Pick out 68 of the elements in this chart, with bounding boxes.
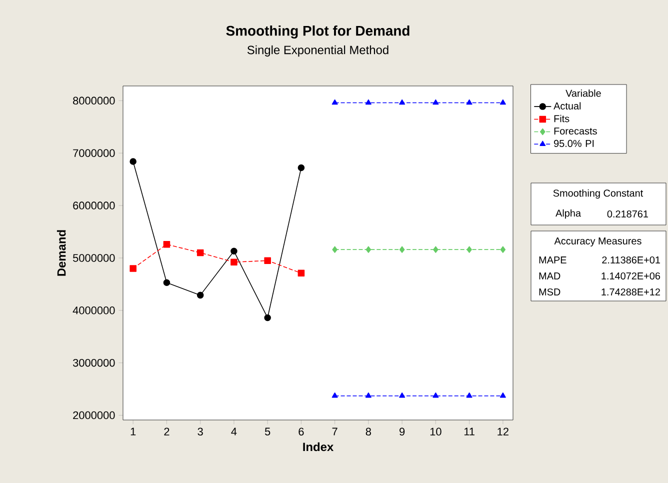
point [264, 314, 271, 322]
x-axis-title: Index [303, 442, 334, 452]
chart-title: Smoothing Plot for Demand [226, 25, 410, 39]
point [332, 99, 338, 105]
text: MAPE [539, 256, 566, 264]
x-tick-label: 12 [498, 428, 508, 436]
x-tick-label: 9 [400, 428, 405, 436]
x-tick-label: 4 [231, 428, 237, 436]
point [163, 279, 170, 286]
text: 1.14072E+06 [602, 272, 660, 280]
legend-label: Fits [554, 114, 570, 122]
point [432, 99, 439, 105]
text: Alpha [556, 209, 582, 219]
point [466, 99, 472, 105]
x-tick-label: 1 [130, 428, 136, 436]
point [298, 270, 305, 277]
text: MSD [539, 288, 560, 296]
legend-label: Forecasts [554, 128, 597, 135]
point [399, 392, 406, 398]
x-tick-label: 7 [332, 428, 338, 436]
point [399, 246, 405, 253]
point [366, 246, 372, 253]
point [332, 246, 338, 253]
x-tick-label: 6 [298, 428, 304, 436]
point [500, 99, 506, 105]
y-axis-title: Demand [56, 230, 66, 276]
point [365, 392, 372, 398]
point [399, 99, 406, 105]
text: Accuracy Measures [554, 238, 642, 246]
y-tick-label: 8000000 [73, 96, 115, 105]
text: 1.74288E+12 [602, 288, 660, 296]
point [196, 249, 204, 256]
point [332, 392, 338, 398]
point [432, 392, 439, 398]
point [500, 392, 506, 398]
point [130, 158, 136, 165]
y-tick-label: 6000000 [73, 202, 115, 210]
point [230, 258, 238, 266]
point [130, 265, 136, 272]
point [365, 99, 372, 105]
y-tick-label: 3000000 [72, 358, 115, 367]
x-tick-label: 3 [198, 428, 203, 436]
text: 0.218761 [607, 210, 648, 218]
point [230, 248, 238, 255]
x-tick-label: 10 [430, 428, 442, 436]
x-tick-label: 2 [164, 428, 170, 436]
x-tick-label: 8 [366, 428, 371, 436]
y-tick-label: 2000000 [73, 411, 115, 420]
point [466, 246, 472, 253]
point [196, 292, 204, 299]
legend-label: Actual [554, 102, 581, 110]
point [466, 392, 472, 398]
point [500, 246, 506, 253]
y-tick-label: 4000000 [72, 306, 115, 314]
point [163, 240, 170, 248]
y-tick-label: 7000000 [73, 149, 115, 157]
text: 2.11386E+01 [602, 256, 660, 264]
x-tick-label: 5 [264, 428, 270, 436]
y-tick-label: 5000000 [73, 254, 115, 262]
point [433, 246, 438, 253]
x-tick-label: 11 [464, 428, 474, 436]
point [298, 164, 305, 172]
legend-title: Variable [566, 89, 601, 97]
point [264, 257, 271, 264]
chart-subtitle: Single Exponential Method [247, 45, 388, 57]
text: Smoothing Constant [553, 189, 644, 199]
legend-label: 95.0% PI [554, 140, 594, 147]
text: MAD [539, 272, 560, 280]
